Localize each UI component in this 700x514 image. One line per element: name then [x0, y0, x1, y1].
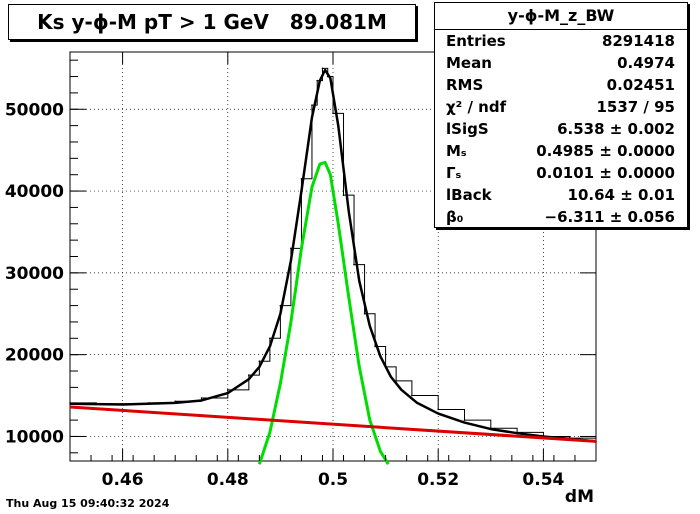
- data-point: [353, 263, 355, 266]
- data-point: [290, 247, 292, 250]
- y-tick-label: 30000: [5, 264, 64, 284]
- fit-curve-1: [69, 68, 597, 443]
- stats-row: χ² / ndf 1537 / 95: [435, 96, 687, 118]
- x-tick-label: 0.5: [318, 470, 348, 490]
- data-point: [311, 104, 313, 106]
- data-point: [437, 408, 440, 411]
- stats-key: lSigS: [446, 120, 489, 138]
- data-point: [321, 67, 324, 70]
- stats-box: y-ϕ-M_z_BW Entries 8291418 Mean 0.4974 RMS…: [434, 2, 688, 228]
- stats-row: β₀ −6.311 ± 0.056: [435, 206, 687, 228]
- data-point: [258, 360, 261, 363]
- stats-row: Entries 8291418: [435, 30, 687, 52]
- stats-value: 0.4985 ± 0.0000: [536, 142, 675, 160]
- data-point: [332, 112, 334, 115]
- fit-curve-3: [69, 405, 597, 443]
- x-axis-label: dM: [565, 487, 594, 507]
- y-tick-label: 50000: [5, 100, 64, 120]
- x-tick-label: 0.48: [207, 470, 249, 490]
- stats-key: Γₛ: [446, 164, 462, 182]
- stats-value: 0.02451: [606, 76, 675, 94]
- stats-value: 1537 / 95: [596, 98, 675, 116]
- stats-row: Mean 0.4974: [435, 52, 687, 74]
- data-point: [411, 394, 413, 397]
- stats-value: 0.4974: [617, 54, 675, 72]
- stats-value: 6.538 ± 0.002: [557, 120, 675, 138]
- data-point: [363, 312, 366, 315]
- data-point: [463, 419, 466, 421]
- stats-value: 10.64 ± 0.01: [567, 186, 675, 204]
- timestamp: Thu Aug 15 09:40:32 2024: [6, 497, 170, 510]
- data-point: [227, 389, 229, 391]
- stats-key: lBack: [446, 186, 492, 204]
- data-point: [269, 337, 271, 340]
- data-point: [300, 177, 303, 180]
- stats-key: Entries: [446, 32, 506, 50]
- stats-value: 0.0101 ± 0.0000: [536, 164, 675, 182]
- data-point: [342, 194, 345, 196]
- stats-row: lSigS 6.538 ± 0.002: [435, 118, 687, 140]
- stats-row: Γₛ 0.0101 ± 0.0000: [435, 162, 687, 184]
- y-tick-label: 10000: [5, 427, 64, 447]
- stats-key: Mean: [446, 54, 492, 72]
- stats-row: lBack 10.64 ± 0.01: [435, 184, 687, 206]
- series-group: [69, 67, 597, 466]
- fit-curve-2: [257, 160, 390, 466]
- y-tick-label: 40000: [5, 182, 64, 202]
- stats-title: y-ϕ-M_z_BW: [435, 3, 687, 30]
- x-tick-label: 0.46: [102, 470, 144, 490]
- stats-key: Mₛ: [446, 142, 467, 160]
- chart-title: Ks y-ϕ-M pT > 1 GeV 89.081M: [8, 4, 416, 40]
- y-tick-label: 20000: [5, 346, 64, 366]
- stats-key: χ² / ndf: [446, 98, 507, 116]
- data-point: [200, 397, 203, 399]
- stats-value: 8291418: [601, 32, 675, 50]
- stats-row: Mₛ 0.4985 ± 0.0000: [435, 140, 687, 162]
- data-point: [248, 374, 250, 376]
- x-tick-label: 0.54: [522, 470, 564, 490]
- x-tick-label: 0.52: [417, 470, 459, 490]
- stats-value: −6.311 ± 0.056: [544, 208, 675, 226]
- stats-row: RMS 0.02451: [435, 74, 687, 96]
- stats-key: β₀: [446, 208, 464, 226]
- stats-key: RMS: [446, 76, 484, 94]
- data-point: [316, 79, 319, 82]
